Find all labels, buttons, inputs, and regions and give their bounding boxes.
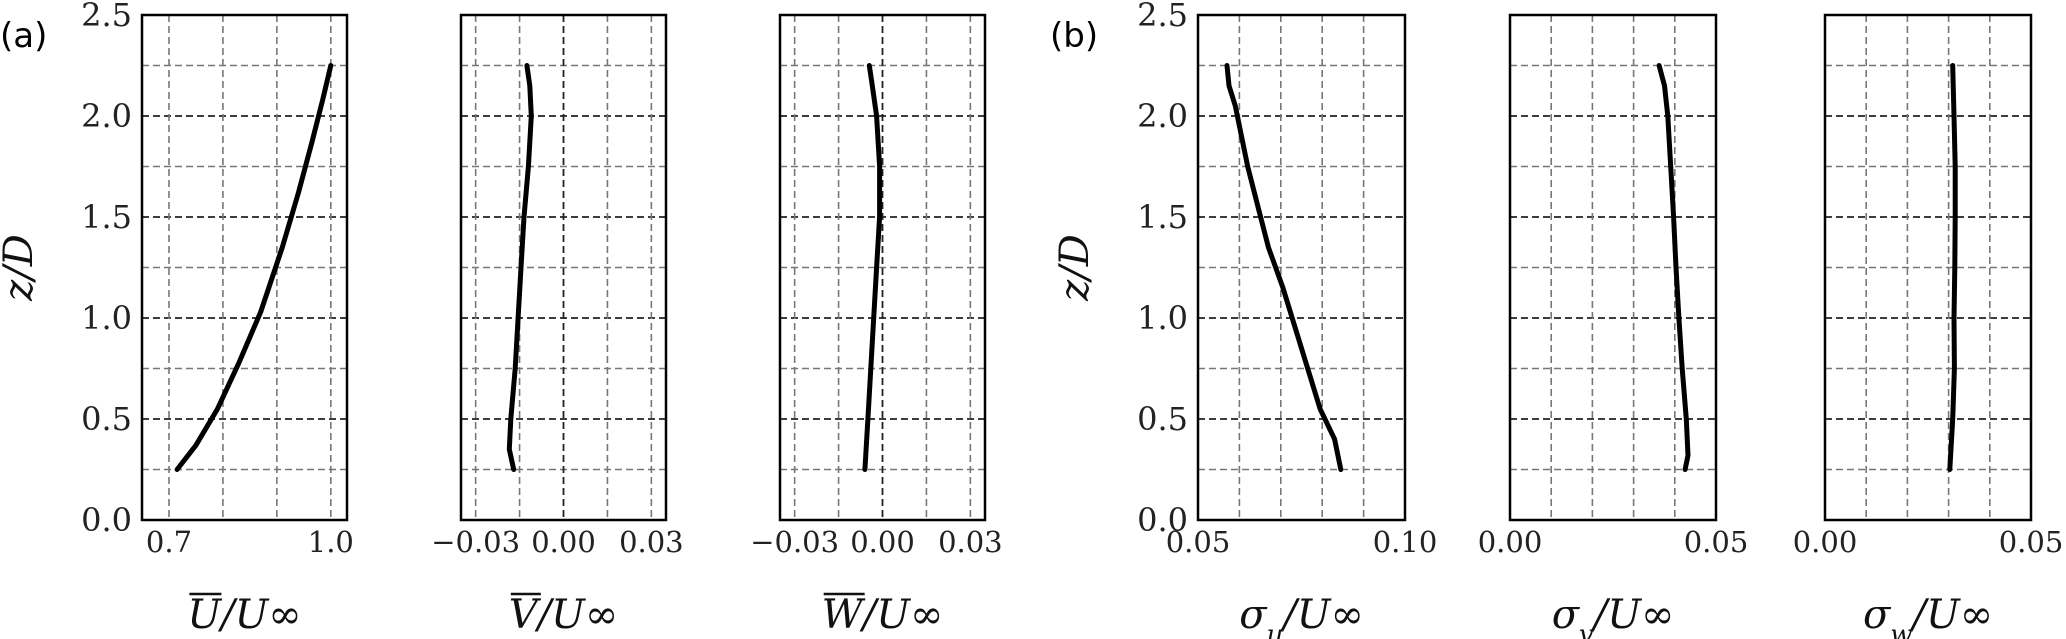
y-axis-label: z/D (0, 234, 42, 302)
profile-line (1947, 63, 1958, 472)
plot-frame (1508, 13, 1718, 522)
panel-label-b: (b) (1050, 16, 1098, 56)
subplot-1: 0.7 1.0 0.0 0.5 1.0 1.5 2.0 2.5 z/D U/U∞ (0, 0, 354, 638)
plot-frame (1823, 13, 2033, 522)
x-axis-label-symbol: U (187, 592, 222, 638)
x-axis-label: W/U∞ (822, 592, 944, 638)
y-tick-label: 2.5 (81, 0, 132, 34)
x-tick-label: −0.03 (750, 525, 839, 559)
x-axis-label: σw/U∞ (1863, 592, 1993, 639)
x-axis-label-symbol: V (509, 592, 542, 638)
x-axis-label: U/U∞ (187, 592, 301, 638)
y-tick-label: 0.0 (1137, 501, 1188, 539)
x-axis-label-rest: /U∞ (1279, 592, 1364, 638)
y-tick-label: 1.5 (81, 198, 132, 236)
profile-line (1224, 63, 1344, 472)
y-tick-label: 1.0 (81, 299, 132, 337)
x-axis-label-symbol: W (822, 592, 866, 638)
x-tick-label: 0.05 (1684, 525, 1749, 559)
y-tick-label: 2.0 (1137, 97, 1188, 135)
profile-line (506, 63, 534, 472)
x-tick-label: −0.03 (431, 525, 520, 559)
x-tick-label: 0.00 (1793, 525, 1858, 559)
plot-frame (459, 13, 668, 522)
x-axis-label-symbol: σ (1239, 592, 1268, 638)
plot-frame (778, 13, 987, 522)
x-tick-label: 1.0 (308, 525, 354, 559)
profile-line (174, 63, 334, 472)
profile-line (862, 63, 883, 472)
y-axis-label: z/D (1052, 234, 1098, 302)
y-tick-label: 1.0 (1137, 299, 1188, 337)
x-tick-label: 0.03 (938, 525, 1003, 559)
x-tick-label: 0.05 (1166, 525, 1231, 559)
x-axis-label: σv/U∞ (1552, 592, 1675, 639)
y-tick-label: 1.5 (1137, 198, 1188, 236)
x-axis-label-rest: /U∞ (1590, 592, 1675, 638)
subplot-2: −0.03 0.00 0.03V/U∞ (431, 13, 684, 638)
x-axis-label: σu/U∞ (1239, 592, 1364, 639)
subplot-5: 0.00 0.05 σv/U∞ (1478, 13, 1749, 639)
x-axis-label-subscript: w (1890, 620, 1912, 639)
x-axis-label-rest: /U∞ (217, 592, 302, 638)
y-tick-label: 2.5 (1137, 0, 1188, 34)
x-tick-label: 0.00 (531, 525, 596, 559)
panel-label-a: (a) (0, 16, 47, 56)
plot-frame (140, 13, 349, 522)
x-axis-label: V/U∞ (509, 592, 618, 638)
y-tick-label: 2.0 (81, 97, 132, 135)
profile-line (1656, 63, 1691, 472)
x-axis-label-rest: /U∞ (534, 592, 619, 638)
plot-frame (1196, 13, 1407, 522)
x-axis-label-symbol: σ (1863, 592, 1892, 638)
x-axis-label-subscript: v (1579, 620, 1594, 639)
subplot-4: 0.05 0.10 0.0 0.5 1.0 1.5 2.0 2.5 z/D σu/U∞ (1052, 0, 1437, 639)
x-tick-label: 0.00 (1478, 525, 1543, 559)
subplot-3: −0.03 0.00 0.03 W/U∞ (750, 13, 1003, 638)
x-tick-label: 0.00 (850, 525, 915, 559)
x-axis-label-rest: /U∞ (1909, 592, 1994, 638)
y-tick-label: 0.0 (81, 501, 132, 539)
x-tick-label: 0.7 (146, 525, 192, 559)
x-axis-label-subscript: u (1267, 620, 1284, 639)
y-tick-label: 0.5 (81, 400, 132, 438)
x-axis-label-rest: /U∞ (859, 592, 944, 638)
x-tick-label: 0.05 (1999, 525, 2064, 559)
x-tick-label: 0.03 (619, 525, 684, 559)
y-tick-label: 0.5 (1137, 400, 1188, 438)
x-tick-label: 0.10 (1373, 525, 1438, 559)
x-axis-label-symbol: σ (1552, 592, 1581, 638)
